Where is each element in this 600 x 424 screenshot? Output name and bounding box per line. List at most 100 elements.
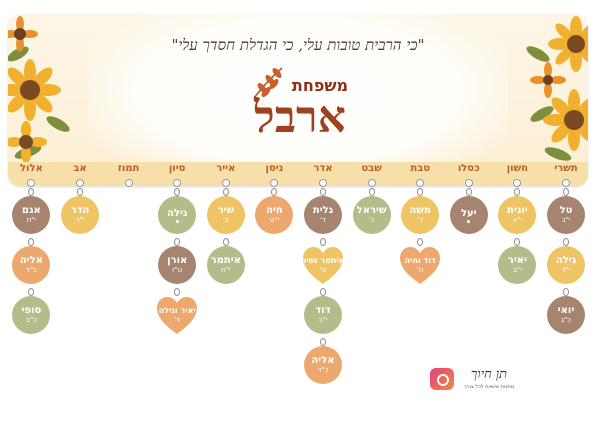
person-name: יונית	[507, 205, 528, 216]
hanger-ring	[563, 188, 569, 196]
birthday-tag: יאיר י"ב	[498, 246, 537, 284]
person-name: אליה	[19, 255, 43, 266]
hanger-hole	[562, 179, 570, 187]
birthday-tag: סופי כ"ב	[12, 296, 51, 334]
hanger-ring	[28, 188, 35, 196]
hanger-ring	[77, 188, 83, 196]
brand-logo: תן חיוך מתנות אישיות לכל צורך	[430, 366, 522, 396]
person-name: גילה	[555, 255, 577, 266]
month-label: אלול	[19, 163, 43, 174]
hebrew-date: י"ד	[75, 216, 85, 224]
hanger-hole	[464, 179, 473, 187]
person-name: סופי	[21, 305, 42, 316]
hebrew-date: ט"ז	[172, 266, 183, 274]
hanger-ring	[28, 238, 35, 246]
person-name: אורן	[167, 255, 188, 266]
hanger-ring	[174, 238, 181, 246]
birthday-tag: יואי כ"ג	[547, 296, 585, 334]
hanger-ring	[222, 238, 229, 246]
sunflower-decoration-right	[526, 16, 588, 161]
hebrew-date: כ"ב	[25, 316, 37, 324]
hanger-ring	[417, 188, 424, 196]
hebrew-date: כ"ד	[317, 366, 329, 374]
person-name: יאיר	[507, 255, 527, 266]
heart-icon	[400, 247, 441, 284]
hanger-ring	[563, 288, 569, 296]
brand-title: תן חיוך	[470, 367, 508, 382]
person-name: איתמר	[210, 255, 241, 266]
person-name: חיה	[266, 205, 283, 216]
hebrew-date: ד'	[417, 216, 424, 224]
birthday-tag: חיה י"ט	[255, 196, 294, 234]
hanger-ring	[563, 238, 569, 246]
month-label: אדר	[313, 163, 333, 174]
hebrew-date: ד'	[174, 316, 181, 324]
person-name: אליה	[311, 355, 335, 366]
family-name: ארבל	[254, 92, 346, 143]
board-background-wash	[88, 14, 508, 186]
hanger-ring	[320, 188, 326, 196]
birthday-tag: טל י"ב	[547, 196, 585, 234]
person-name: דוד	[315, 305, 331, 316]
birthday-tag: אורן ט"ז	[158, 246, 197, 284]
couple-heart-tag: דוד וחיה ח'	[400, 246, 441, 284]
month-label: אייר	[216, 163, 236, 174]
month-label: תמוז	[117, 163, 140, 174]
heart-icon	[303, 247, 343, 284]
month-label: אב	[73, 163, 87, 174]
hanger-hole	[367, 179, 376, 187]
person-name: גילה	[167, 207, 188, 219]
month-label: תשרי	[554, 163, 578, 174]
birthday-tag: איתמר י"ח	[206, 246, 245, 284]
hanger-ring	[28, 288, 35, 296]
family-label: משפחת	[291, 76, 349, 95]
hebrew-date: י"ח	[221, 266, 231, 274]
birthday-tag: גילה	[158, 196, 197, 234]
birthday-tag: שיר ב'	[206, 196, 245, 234]
dot-marker	[175, 219, 179, 223]
hanger-ring	[222, 188, 229, 196]
family-board: "כי הרבית טובות עלי, כי הגדלת חסדך עלי"	[8, 14, 588, 186]
hebrew-date: כ"ד	[26, 266, 37, 274]
hanger-ring	[514, 238, 521, 246]
hebrew-date: י"ט	[269, 216, 280, 224]
heart-icon	[157, 297, 198, 334]
birthday-tag: אליה כ"ד	[12, 246, 51, 284]
hebrew-date: ד'	[320, 216, 326, 224]
hanger-hole	[76, 179, 84, 187]
hebrew-date: כ"ג	[561, 316, 571, 324]
hebrew-date: י"ב	[512, 266, 522, 274]
birthday-tag: שיראל כ'	[352, 196, 391, 234]
month-label: ניסן	[265, 163, 284, 174]
person-name: דוד וחיה	[404, 256, 436, 265]
dot-marker	[467, 219, 471, 223]
hanger-ring	[465, 188, 472, 196]
leaf-sprig-icon	[253, 67, 283, 99]
hebrew-date: י"ד	[561, 266, 571, 274]
month-label: סיון	[168, 163, 186, 174]
hanger-hole	[124, 179, 133, 187]
person-name: משה	[409, 205, 432, 216]
birthday-tag: דוד י"ב	[304, 296, 342, 334]
hanger-hole	[173, 179, 182, 187]
hebrew-date: ח'	[416, 266, 424, 274]
hanger-hole	[513, 179, 522, 187]
hanger-ring	[174, 188, 181, 196]
person-name: שיר	[217, 205, 235, 216]
hanger-ring	[417, 238, 424, 246]
hanger-ring	[320, 238, 326, 246]
hebrew-date: י"א	[512, 216, 523, 224]
birthday-tag: הדר י"ד	[61, 196, 99, 234]
birthday-tag: גלית ד'	[304, 196, 342, 234]
person-name: יעל	[460, 207, 477, 219]
month-label: טבת	[410, 163, 431, 174]
camera-icon	[430, 368, 454, 390]
month-label: שבט	[361, 163, 382, 174]
blessing-quote: "כי הרבית טובות עלי, כי הגדלת חסדך עלי"	[171, 36, 425, 54]
hanger-ring	[174, 288, 181, 296]
hebrew-date: ב'	[222, 216, 229, 224]
person-name: שיראל	[356, 205, 387, 216]
person-name: הדר	[70, 205, 90, 216]
person-name: טל	[559, 205, 573, 216]
hebrew-date: י"ב	[561, 216, 571, 224]
